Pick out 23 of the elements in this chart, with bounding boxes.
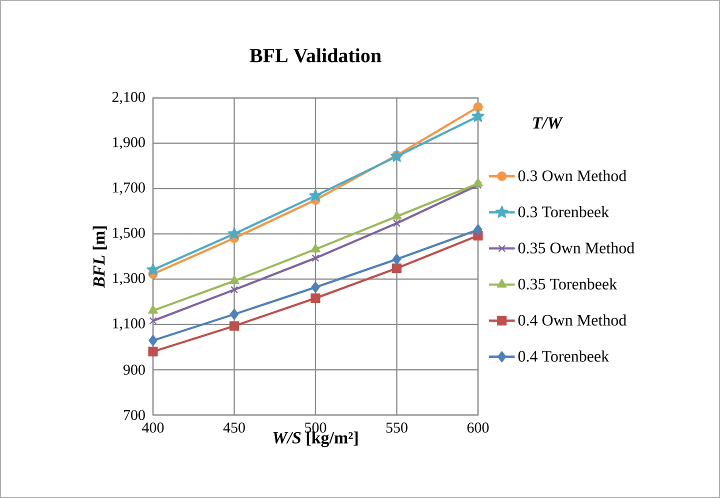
x-tick-label: 600 bbox=[467, 422, 489, 433]
legend-label: 0.35 Torenbeek bbox=[518, 278, 618, 290]
legend-title: T/W bbox=[533, 117, 564, 129]
x-tick-label: 450 bbox=[223, 422, 245, 433]
y-axis-title: BFL [m] bbox=[92, 226, 107, 288]
y-tick-label: 700 bbox=[124, 410, 145, 420]
y-tick-label: 1,100 bbox=[113, 318, 145, 331]
x-tick-label: 400 bbox=[142, 422, 164, 433]
legend-label: 0.3 Torenbeek bbox=[518, 206, 610, 218]
y-tick-label: 900 bbox=[123, 364, 145, 375]
legend-label: 0.4 Torenbeek bbox=[518, 350, 610, 362]
x-tick-label: 550 bbox=[386, 422, 408, 433]
x-axis-title: W/S [kg/m²] bbox=[273, 432, 358, 448]
y-tick-label: 2,100 bbox=[112, 92, 145, 104]
legend-label: 0.35 Own Method bbox=[518, 242, 634, 254]
y-tick-label: 1,500 bbox=[113, 228, 145, 240]
chart-title: BFL Validation bbox=[250, 48, 382, 62]
y-tick-label: 1,700 bbox=[113, 182, 145, 195]
legend-label: 0.4 Own Method bbox=[518, 314, 626, 326]
legend-label: 0.3 Own Method bbox=[518, 170, 626, 182]
y-tick-label: 1,900 bbox=[113, 137, 145, 150]
x-tick-label: 500 bbox=[305, 422, 326, 433]
y-tick-label: 1,300 bbox=[113, 273, 145, 286]
